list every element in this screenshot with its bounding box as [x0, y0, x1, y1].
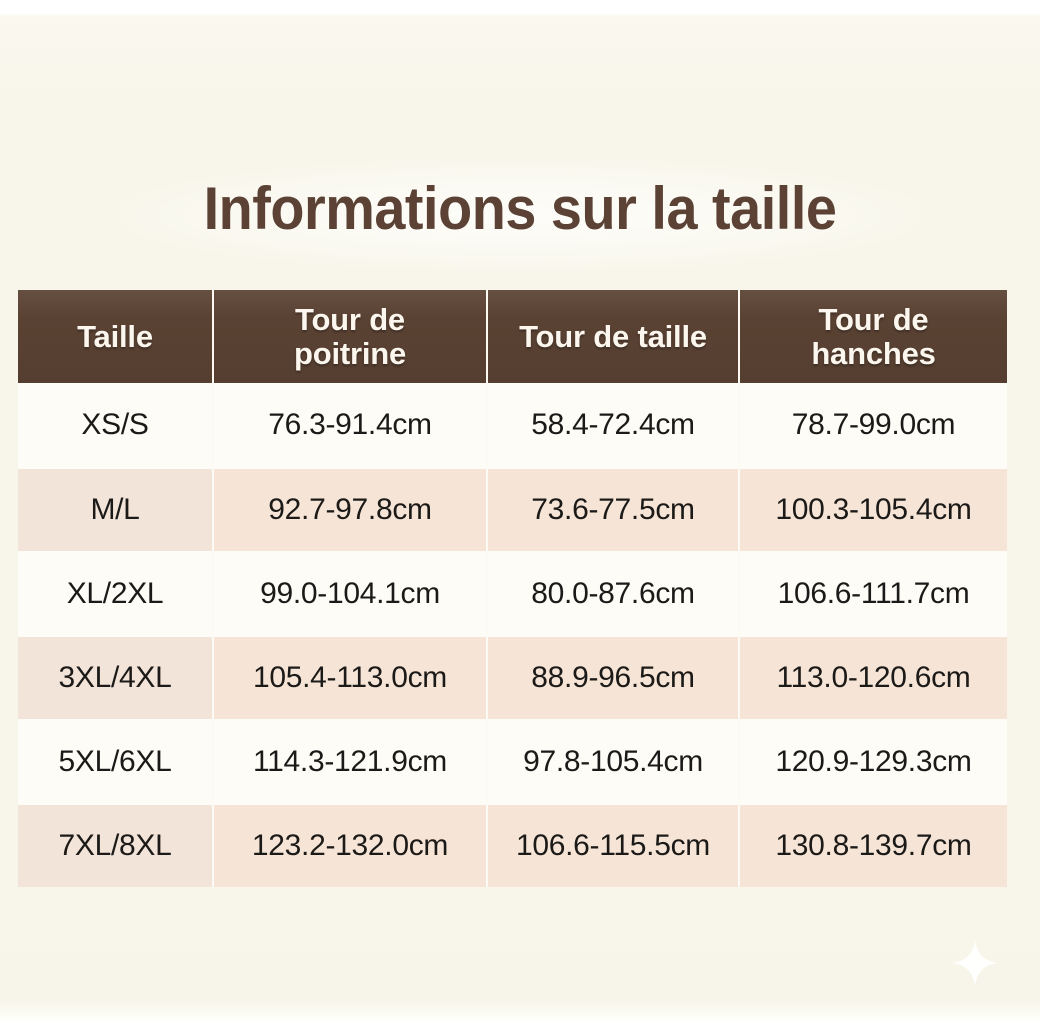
cell-waist: 88.9-96.5cm: [488, 635, 740, 719]
cell-hip: 113.0-120.6cm: [740, 635, 1007, 719]
table-row: 3XL/4XL 105.4-113.0cm 88.9-96.5cm 113.0-…: [18, 635, 1007, 719]
column-header-size: Taille: [18, 290, 214, 383]
cell-bust: 92.7-97.8cm: [214, 467, 488, 551]
cell-waist: 80.0-87.6cm: [488, 551, 740, 635]
size-chart-table: Taille Tour de poitrine Tour de taille T…: [18, 290, 1007, 887]
cell-waist: 73.6-77.5cm: [488, 467, 740, 551]
table-row: XL/2XL 99.0-104.1cm 80.0-87.6cm 106.6-11…: [18, 551, 1007, 635]
table-row: M/L 92.7-97.8cm 73.6-77.5cm 100.3-105.4c…: [18, 467, 1007, 551]
cell-hip: 120.9-129.3cm: [740, 719, 1007, 803]
table-row: 5XL/6XL 114.3-121.9cm 97.8-105.4cm 120.9…: [18, 719, 1007, 803]
column-header-waist-line1: Tour de taille: [519, 318, 707, 354]
cell-bust: 99.0-104.1cm: [214, 551, 488, 635]
column-header-hip-line1: Tour de: [818, 301, 929, 337]
cell-waist: 58.4-72.4cm: [488, 383, 740, 467]
cell-size: 5XL/6XL: [18, 719, 214, 803]
cell-bust: 114.3-121.9cm: [214, 719, 488, 803]
sparkle-icon: [952, 940, 998, 986]
cell-size: XS/S: [18, 383, 214, 467]
column-header-size-line1: Taille: [77, 318, 153, 354]
cell-hip: 130.8-139.7cm: [740, 803, 1007, 887]
cell-bust: 123.2-132.0cm: [214, 803, 488, 887]
column-header-bust: Tour de poitrine: [214, 290, 488, 383]
cell-hip: 106.6-111.7cm: [740, 551, 1007, 635]
cell-hip: 100.3-105.4cm: [740, 467, 1007, 551]
column-header-bust-line2: poitrine: [293, 335, 407, 371]
column-header-waist: Tour de taille: [488, 290, 740, 383]
cell-bust: 105.4-113.0cm: [214, 635, 488, 719]
cell-bust: 76.3-91.4cm: [214, 383, 488, 467]
cell-size: XL/2XL: [18, 551, 214, 635]
column-header-hip-line2: hanches: [811, 335, 936, 371]
cell-hip: 78.7-99.0cm: [740, 383, 1007, 467]
table-header: Taille Tour de poitrine Tour de taille T…: [18, 290, 1007, 383]
column-header-bust-line1: Tour de: [295, 301, 405, 337]
cell-waist: 106.6-115.5cm: [488, 803, 740, 887]
cell-size: M/L: [18, 467, 214, 551]
cell-size: 7XL/8XL: [18, 803, 214, 887]
column-header-hip: Tour de hanches: [740, 290, 1007, 383]
header-row: Taille Tour de poitrine Tour de taille T…: [18, 290, 1007, 383]
table-row: 7XL/8XL 123.2-132.0cm 106.6-115.5cm 130.…: [18, 803, 1007, 887]
table-body: XS/S 76.3-91.4cm 58.4-72.4cm 78.7-99.0cm…: [18, 383, 1007, 887]
table-row: XS/S 76.3-91.4cm 58.4-72.4cm 78.7-99.0cm: [18, 383, 1007, 467]
page-title: Informations sur la taille: [203, 175, 837, 242]
cell-size: 3XL/4XL: [18, 635, 214, 719]
cell-waist: 97.8-105.4cm: [488, 719, 740, 803]
